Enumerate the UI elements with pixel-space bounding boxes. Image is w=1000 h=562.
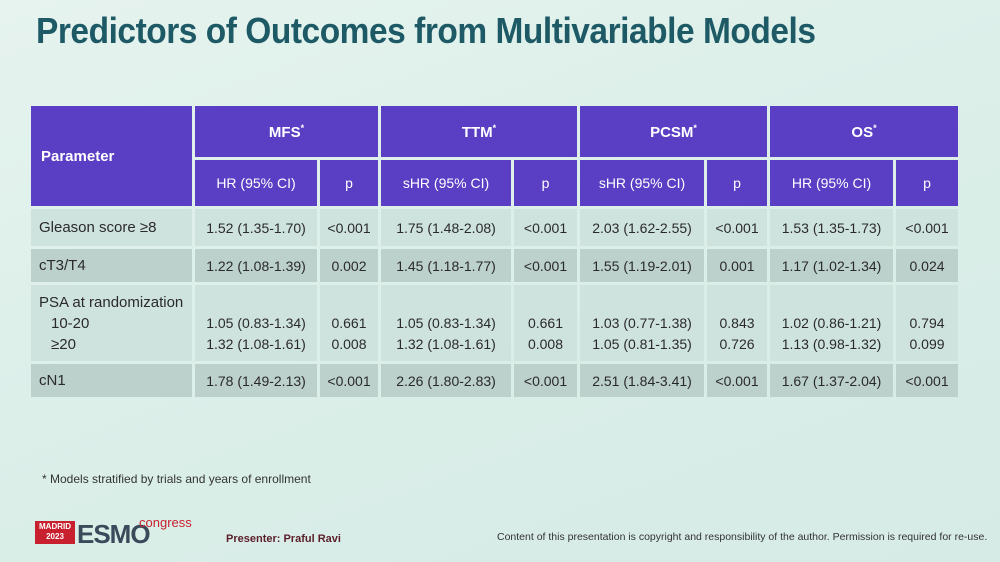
results-table: Parameter MFS* TTM* PCSM* OS* HR (95% CI…	[28, 103, 961, 400]
logo-suffix: congress	[139, 515, 192, 530]
table-cell: 2.26 (1.80-2.83)	[381, 364, 511, 397]
copyright-notice: Content of this presentation is copyrigh…	[497, 531, 988, 543]
table-cell: 1.45 (1.18-1.77)	[381, 249, 511, 282]
footnote: * Models stratified by trials and years …	[42, 472, 311, 486]
table-cell: 0.001	[707, 249, 768, 282]
esmo-logo: MADRID 2023 ESMO congress	[35, 515, 195, 549]
ttm-p-header: p	[514, 160, 577, 206]
pcsm-shr-header: sHR (95% CI)	[580, 160, 704, 206]
logo-brand: ESMO	[77, 519, 151, 549]
table-cell: 1.05 (0.83-1.34) 1.32 (1.08-1.61)	[195, 285, 317, 361]
table-cell: 1.22 (1.08-1.39)	[195, 249, 317, 282]
presenter-credit: Presenter: Praful Ravi	[226, 533, 341, 545]
os-hr-header: HR (95% CI)	[770, 160, 894, 206]
table-cell: 2.03 (1.62-2.55)	[580, 209, 704, 246]
table-cell: <0.001	[320, 364, 378, 397]
table-cell: 1.78 (1.49-2.13)	[195, 364, 317, 397]
table-cell: 1.17 (1.02-1.34)	[770, 249, 894, 282]
ttm-shr-header: sHR (95% CI)	[381, 160, 511, 206]
table-cell: 2.51 (1.84-3.41)	[580, 364, 704, 397]
logo-city-badge: MADRID 2023	[35, 521, 75, 544]
table-cell: <0.001	[514, 249, 577, 282]
row-label: PSA at randomization 10-20 ≥20	[31, 285, 192, 361]
row-sublabel: ≥20	[51, 335, 76, 353]
table-row: cN1 1.78 (1.49-2.13) <0.001 2.26 (1.80-2…	[31, 364, 959, 397]
pcsm-p-header: p	[707, 160, 768, 206]
table-cell: 1.53 (1.35-1.73)	[770, 209, 894, 246]
table-cell: <0.001	[707, 209, 768, 246]
group-header-mfs: MFS*	[195, 106, 378, 157]
slide-title: Predictors of Outcomes from Multivariabl…	[36, 10, 816, 51]
row-label: cN1	[31, 364, 192, 397]
os-p-header: p	[896, 160, 959, 206]
table-cell: 1.75 (1.48-2.08)	[381, 209, 511, 246]
table-cell: 1.05 (0.83-1.34) 1.32 (1.08-1.61)	[381, 285, 511, 361]
group-header-os: OS*	[770, 106, 959, 157]
table-cell: <0.001	[896, 209, 959, 246]
table-cell: 0.002	[320, 249, 378, 282]
group-header-pcsm: PCSM*	[580, 106, 768, 157]
table-cell: <0.001	[514, 364, 577, 397]
mfs-p-header: p	[320, 160, 378, 206]
row-sublabel: 10-20	[51, 314, 90, 332]
table-row: cT3/T4 1.22 (1.08-1.39) 0.002 1.45 (1.18…	[31, 249, 959, 282]
table-cell: <0.001	[896, 364, 959, 397]
table-cell: <0.001	[707, 364, 768, 397]
table-cell: <0.001	[320, 209, 378, 246]
mfs-hr-header: HR (95% CI)	[195, 160, 317, 206]
row-label: Gleason score ≥8	[31, 209, 192, 246]
group-header-ttm: TTM*	[381, 106, 577, 157]
table-cell: 0.794 0.099	[896, 285, 959, 361]
table-cell: 1.02 (0.86-1.21) 1.13 (0.98-1.32)	[770, 285, 894, 361]
table-cell: 0.843 0.726	[707, 285, 768, 361]
table-row: Gleason score ≥8 1.52 (1.35-1.70) <0.001…	[31, 209, 959, 246]
parameter-header: Parameter	[31, 106, 192, 206]
table-cell: 1.52 (1.35-1.70)	[195, 209, 317, 246]
table-cell: <0.001	[514, 209, 577, 246]
table-cell: 1.03 (0.77-1.38) 1.05 (0.81-1.35)	[580, 285, 704, 361]
table-cell: 1.67 (1.37-2.04)	[770, 364, 894, 397]
table-cell: 0.661 0.008	[514, 285, 577, 361]
row-label: cT3/T4	[31, 249, 192, 282]
table-cell: 1.55 (1.19-2.01)	[580, 249, 704, 282]
row-label-main: PSA at randomization	[39, 293, 184, 311]
table-cell: 0.661 0.008	[320, 285, 378, 361]
table-cell: 0.024	[896, 249, 959, 282]
table-row: PSA at randomization 10-20 ≥20 1.05 (0.8…	[31, 285, 959, 361]
